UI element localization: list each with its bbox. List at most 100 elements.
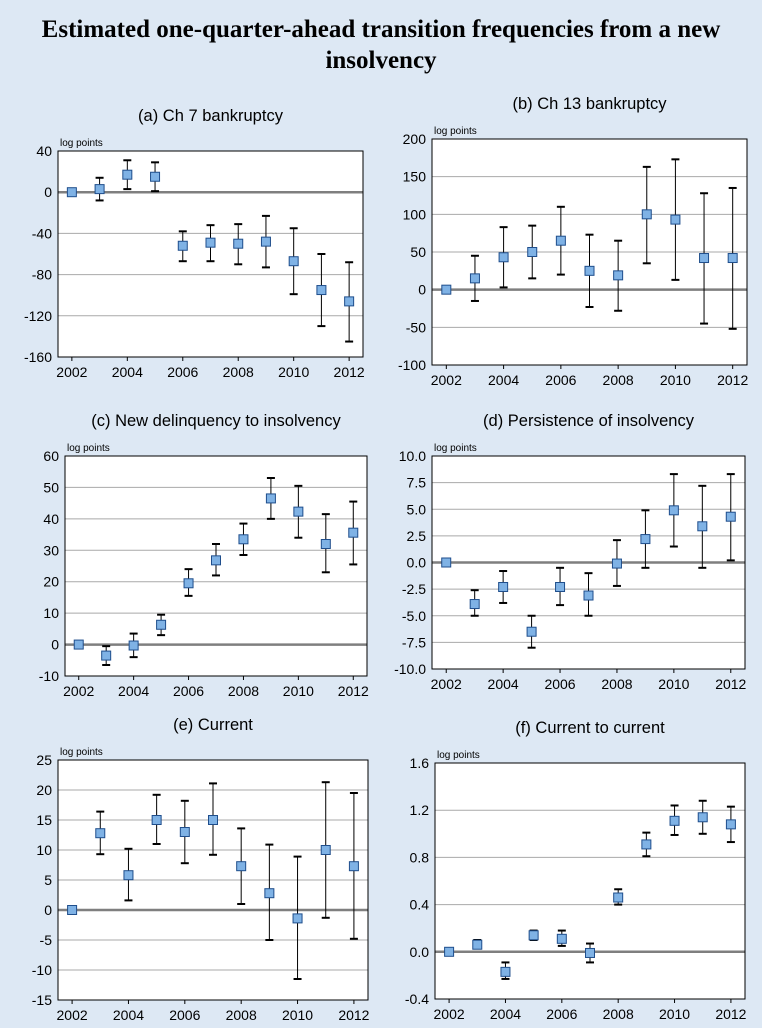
x-tick-label: 2002 <box>56 364 87 380</box>
y-tick-label: 10.0 <box>399 448 426 464</box>
figure-title: Estimated one-quarter-ahead transition f… <box>41 16 721 74</box>
data-point <box>292 913 303 924</box>
x-tick-label: 2006 <box>169 1007 200 1023</box>
data-point <box>320 845 331 855</box>
data-point <box>697 521 708 532</box>
x-tick-label: 2004 <box>118 683 149 699</box>
data-point <box>348 861 359 872</box>
x-tick-label: 2006 <box>167 364 198 380</box>
data-point <box>500 966 511 977</box>
x-tick-label: 2004 <box>112 364 143 380</box>
data-point <box>150 171 161 182</box>
y-tick-label: 40 <box>36 143 52 159</box>
y-axis-unit: log points <box>434 443 477 454</box>
data-point <box>641 209 652 220</box>
plot-frame <box>431 455 746 670</box>
data-point <box>316 285 327 296</box>
x-tick-label: 2008 <box>603 1006 634 1022</box>
panel-title: (e) Current <box>173 716 253 734</box>
y-tick-label: 10 <box>43 605 59 621</box>
data-point <box>94 184 105 195</box>
x-tick-label: 2012 <box>338 683 369 699</box>
chart-panel-5: 1.6 1.2 0.8 0.4 0.0 -0.4 2002 2004 2006 2008 2010 2… <box>405 719 747 1022</box>
x-tick-label: 2012 <box>715 1006 746 1022</box>
x-tick-label: 2008 <box>226 1007 257 1023</box>
x-tick-label: 2010 <box>660 372 691 388</box>
x-tick-label: 2006 <box>173 683 204 699</box>
data-point <box>156 619 167 630</box>
data-point <box>469 273 480 284</box>
y-tick-label: 40 <box>43 511 59 527</box>
y-tick-label: -40 <box>32 225 52 241</box>
y-tick-label: 20 <box>43 574 59 590</box>
x-tick-label: 2008 <box>603 372 634 388</box>
data-point <box>265 493 276 504</box>
y-tick-label: 2.5 <box>407 528 427 544</box>
y-tick-label: -10 <box>32 962 52 978</box>
data-point <box>208 815 218 825</box>
data-point <box>95 828 106 839</box>
plot-frame <box>64 455 368 677</box>
y-tick-label: 200 <box>403 131 427 147</box>
y-tick-label: -0.4 <box>405 991 429 1007</box>
x-tick-label: 2006 <box>545 372 576 388</box>
y-tick-label: 0.8 <box>410 849 430 865</box>
data-point <box>498 252 509 263</box>
panel-title: (f) Current to current <box>515 719 665 737</box>
y-axis-unit: log points <box>60 747 103 758</box>
y-axis-unit: log points <box>434 126 477 137</box>
data-point <box>177 240 188 251</box>
data-point <box>288 256 299 267</box>
y-tick-label: 0.4 <box>410 897 430 913</box>
x-tick-label: 2008 <box>228 683 259 699</box>
x-tick-label: 2002 <box>431 372 462 388</box>
data-point <box>101 650 112 661</box>
y-tick-label: 5 <box>44 872 52 888</box>
y-tick-label: 10 <box>36 842 52 858</box>
y-axis-unit: log points <box>437 750 480 761</box>
data-point <box>498 581 509 592</box>
data-point <box>527 247 538 257</box>
x-tick-label: 2004 <box>113 1007 144 1023</box>
y-tick-label: -5.0 <box>402 608 426 624</box>
y-tick-label: 50 <box>43 479 59 495</box>
x-tick-label: 2010 <box>658 676 689 692</box>
x-tick-label: 2004 <box>488 676 519 692</box>
data-point <box>444 946 455 957</box>
data-point <box>528 930 539 941</box>
data-point <box>472 939 483 950</box>
plot-frame <box>434 762 746 1000</box>
y-tick-label: -120 <box>24 308 52 324</box>
y-tick-label: 0 <box>418 282 426 298</box>
y-tick-label: -2.5 <box>402 581 426 597</box>
x-tick-label: 2006 <box>546 1006 577 1022</box>
data-point <box>584 265 595 276</box>
y-tick-label: -80 <box>32 267 52 283</box>
data-point <box>699 253 710 264</box>
y-tick-label: -15 <box>32 992 52 1008</box>
x-tick-label: 2004 <box>488 372 519 388</box>
x-tick-label: 2012 <box>334 364 365 380</box>
x-tick-label: 2012 <box>338 1007 369 1023</box>
panel-title: (c) New delinquency to insolvency <box>91 412 341 430</box>
data-point <box>556 933 567 944</box>
y-tick-label: -160 <box>24 349 52 365</box>
plot-frame <box>57 150 364 358</box>
data-point <box>260 236 271 247</box>
data-point <box>640 534 651 545</box>
x-tick-label: 2002 <box>434 1006 465 1022</box>
x-tick-label: 2002 <box>431 676 462 692</box>
data-point <box>613 270 624 281</box>
data-point <box>320 539 331 549</box>
data-point <box>441 284 452 295</box>
data-point <box>583 590 594 601</box>
data-point <box>670 214 681 225</box>
chart-panel-4: 25 20 15 10 5 0 -5 -10 -15 2002 2004 2006 2008 2010 20… <box>32 716 370 1023</box>
chart-panel-1: 200 150 100 50 0 -50 -100 2002 2004 2006 2008 2010 2… <box>398 95 748 388</box>
y-tick-label: 20 <box>36 782 52 798</box>
y-tick-label: 25 <box>36 752 52 768</box>
data-point <box>67 905 78 915</box>
plot-frame <box>57 759 369 1001</box>
